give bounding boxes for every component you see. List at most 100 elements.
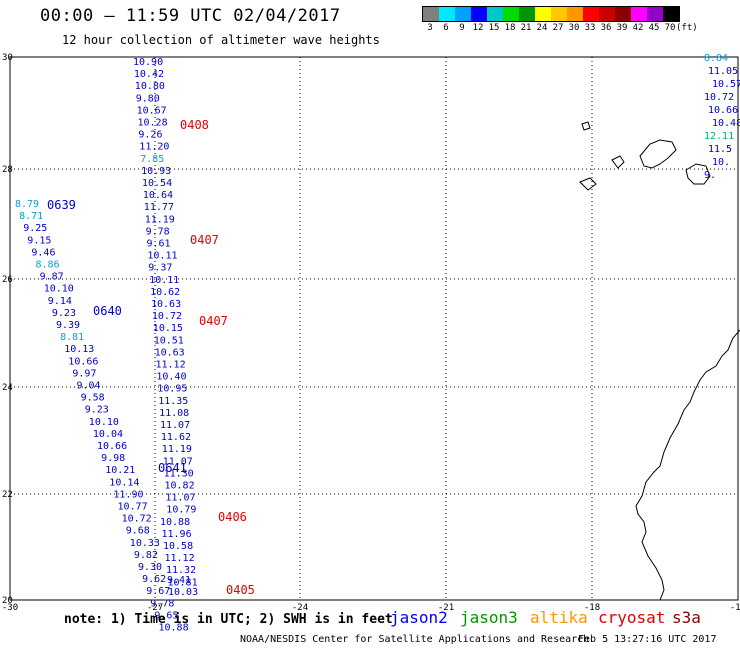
wave-height-value: 10.13	[64, 344, 94, 355]
wave-height-value: 9.58	[81, 393, 105, 404]
color-swatch	[615, 7, 631, 21]
color-scale-label: 30	[568, 23, 580, 33]
wave-height-value: 10.14	[109, 477, 139, 488]
color-swatch	[439, 7, 455, 21]
wave-height-value: 11.07	[160, 420, 190, 431]
wave-height-value: 11.30	[164, 468, 194, 479]
wave-height-value: 10.77	[118, 502, 148, 513]
wave-height-value: 9.26	[138, 130, 162, 141]
color-scale-label: 33	[584, 23, 596, 33]
wave-height-value: 10.10	[89, 417, 119, 428]
wave-height-value: 10.90	[133, 57, 163, 68]
legend-entry-s3a: s3a	[672, 608, 701, 627]
wave-height-value: 10.80	[135, 81, 165, 92]
wave-height-value: 9.41	[167, 575, 191, 586]
latitude-tick-label: 20	[2, 596, 13, 606]
wave-height-value: 10.62	[150, 287, 180, 298]
color-swatch	[487, 7, 503, 21]
wave-height-value: 10.64	[143, 190, 173, 201]
wave-height-value: 10.95	[157, 384, 187, 395]
color-scale-label: 12	[472, 23, 484, 33]
legend-entry-jason2: jason2	[390, 608, 448, 627]
wave-height-value: 10.63	[155, 347, 185, 358]
wave-height-value: 10.72	[704, 92, 734, 103]
color-swatch	[647, 7, 663, 21]
wave-height-value: 8.79	[15, 199, 39, 210]
color-swatch	[519, 7, 535, 21]
color-swatch	[535, 7, 551, 21]
color-swatch	[631, 7, 647, 21]
island-outline	[581, 121, 591, 131]
footnote: note: 1) Time is in UTC; 2) SWH is in fe…	[64, 612, 393, 627]
color-scale-bar	[422, 6, 680, 22]
wave-height-value: 10.57	[712, 79, 740, 90]
wave-height-value: 10.54	[142, 178, 172, 189]
pass-time-label: 0405	[226, 583, 255, 597]
wave-height-value: 11.12	[165, 553, 195, 564]
wave-height-value: 11.07	[163, 456, 193, 467]
wave-height-value: 9.23	[52, 308, 76, 319]
color-scale-label: 27	[552, 23, 564, 33]
wave-height-value: 10.66	[97, 441, 127, 452]
island-outline	[579, 177, 597, 191]
wave-height-value: 9.04	[77, 381, 101, 392]
color-swatch	[471, 7, 487, 21]
wave-height-value: 9.25	[23, 223, 47, 234]
island-outline	[639, 139, 677, 169]
wave-height-value: 10.88	[159, 623, 189, 634]
color-scale-label: 39	[616, 23, 628, 33]
longitude-tick-label: -30	[2, 603, 18, 613]
wave-height-value: 11.77	[144, 202, 174, 213]
color-swatch	[455, 7, 471, 21]
color-swatch	[583, 7, 599, 21]
wave-height-value: 9.30	[138, 562, 162, 573]
wave-height-value: 9.37	[148, 263, 172, 274]
wave-height-value: 9.	[704, 170, 716, 181]
wave-height-value: 10.28	[138, 118, 168, 129]
wave-height-value: 12.11	[704, 131, 734, 142]
wave-height-value: 10.11	[147, 251, 177, 262]
pass-time-label: 0408	[180, 118, 209, 132]
wave-height-value: 11.20	[139, 142, 169, 153]
pass-time-label: 0641	[158, 461, 187, 475]
longitude-tick-label: -27	[147, 603, 163, 613]
wave-height-value: 9.61	[147, 239, 171, 250]
wave-height-value: 10.40	[156, 372, 186, 383]
color-scale-label: 36	[600, 23, 612, 33]
legend-entry-cryosat: cryosat	[598, 608, 666, 627]
wave-height-value: 9.39	[56, 320, 80, 331]
wave-height-value: 11.19	[162, 444, 192, 455]
wave-height-value: 9.15	[27, 235, 51, 246]
legend-entry-altika: altika	[530, 608, 588, 627]
longitude-tick-label: -21	[438, 603, 454, 613]
color-scale-label: 15	[488, 23, 500, 33]
latitude-tick-label: 22	[2, 490, 13, 500]
wave-height-value: 9.14	[48, 296, 72, 307]
wave-height-value: 9.97	[72, 368, 96, 379]
wave-height-value: 10.	[712, 157, 730, 168]
wave-height-value: 10.79	[166, 505, 196, 516]
wave-height-value: 10.88	[160, 517, 190, 528]
wave-height-value: 11.07	[165, 493, 195, 504]
longitude-tick-label: -15	[730, 603, 740, 613]
wave-height-value: 9.67	[146, 586, 170, 597]
wave-height-value: 10.10	[44, 284, 74, 295]
wave-height-value: 9.78	[150, 598, 174, 609]
wave-height-value: 10.72	[122, 514, 152, 525]
color-swatch	[663, 7, 679, 21]
wave-height-value: 10.48	[712, 118, 740, 129]
longitude-tick-label: -24	[292, 603, 308, 613]
pass-time-label: 0406	[218, 510, 247, 524]
wave-height-value: 8.84	[704, 53, 728, 64]
color-scale-label: 6	[443, 23, 449, 33]
wave-height-value: 10.42	[134, 69, 164, 80]
color-scale-label: 45	[648, 23, 660, 33]
wave-height-value: 11.32	[166, 565, 196, 576]
wave-height-value: 11.35	[158, 396, 188, 407]
wave-height-value: 9.68	[126, 526, 150, 537]
map-subtitle: 12 hour collection of altimeter wave hei…	[62, 33, 380, 47]
color-scale-label: 70	[664, 23, 676, 33]
wave-height-value: 10.04	[93, 429, 123, 440]
wave-height-value: 9.78	[146, 226, 170, 237]
wave-height-value: 9.82	[134, 550, 158, 561]
